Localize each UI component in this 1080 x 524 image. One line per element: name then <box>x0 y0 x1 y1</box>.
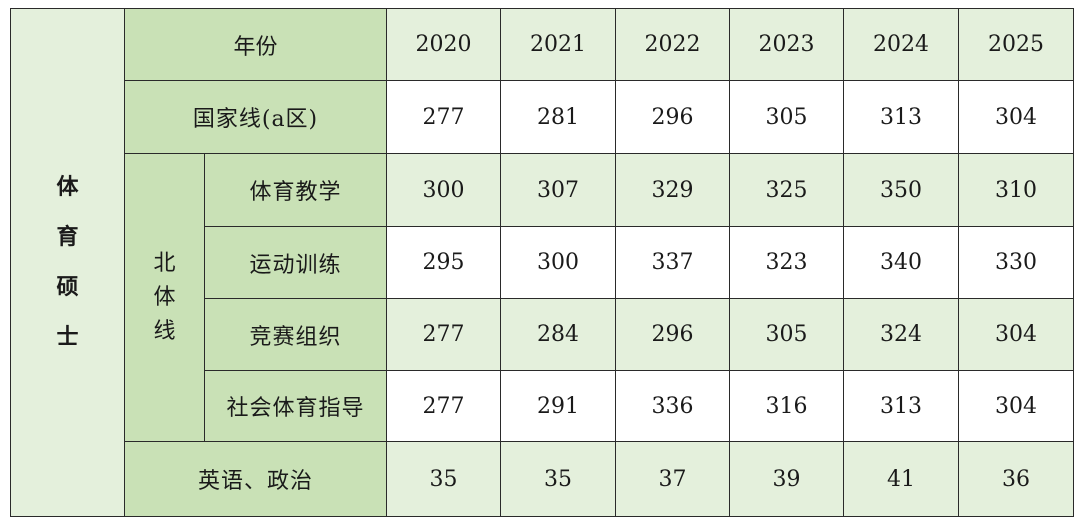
row-label: 竞赛组织 <box>203 298 388 371</box>
sidebar-char: 育 <box>56 224 79 250</box>
value-cell: 329 <box>615 153 731 227</box>
value-cell: 277 <box>386 80 502 154</box>
english-politics-row: 英语、政治 35 35 37 39 41 36 <box>11 441 1075 517</box>
value-cell: 277 <box>386 298 502 371</box>
bsu-char: 线 <box>153 318 176 344</box>
value-cell: 37 <box>615 441 731 517</box>
value-cell: 277 <box>386 370 502 442</box>
table-row: 北 体 线 体育教学 300 307 329 325 350 310 <box>11 153 1075 442</box>
value-cell: 324 <box>843 298 960 371</box>
value-cell: 340 <box>843 226 960 299</box>
year-header: 2020 <box>386 8 502 81</box>
row-label: 社会体育指导 <box>203 370 388 442</box>
score-table: 体 育 硕 士 年份 2020 2021 2022 2023 2024 2025… <box>10 8 1075 517</box>
year-header: 2021 <box>500 8 617 81</box>
value-cell: 39 <box>729 441 845 517</box>
value-cell: 325 <box>729 153 845 227</box>
year-header: 2022 <box>615 8 731 81</box>
english-politics-label: 英语、政治 <box>123 441 388 517</box>
row-label: 体育教学 <box>203 153 388 227</box>
value-cell: 296 <box>615 80 731 154</box>
value-cell: 295 <box>386 226 502 299</box>
value-cell: 304 <box>958 370 1075 442</box>
bsu-line-label: 北 体 线 <box>124 153 205 442</box>
value-cell: 313 <box>843 80 960 154</box>
value-cell: 300 <box>500 226 617 299</box>
bsu-char: 体 <box>153 284 176 310</box>
value-cell: 330 <box>958 226 1075 299</box>
value-cell: 291 <box>500 370 617 442</box>
national-line-row: 国家线(a区) 277 281 296 305 313 304 <box>11 80 1075 154</box>
value-cell: 304 <box>958 80 1075 154</box>
bsu-char: 北 <box>153 250 176 276</box>
sidebar-char: 体 <box>56 174 79 200</box>
value-cell: 305 <box>729 80 845 154</box>
value-cell: 296 <box>615 298 731 371</box>
year-header: 2023 <box>729 8 845 81</box>
table-row: 运动训练 295 300 337 323 340 330 <box>11 226 1075 299</box>
value-cell: 284 <box>500 298 617 371</box>
row-label: 运动训练 <box>203 226 388 299</box>
value-cell: 323 <box>729 226 845 299</box>
value-cell: 305 <box>729 298 845 371</box>
value-cell: 300 <box>386 153 502 227</box>
sidebar-char: 硕 <box>56 274 79 300</box>
value-cell: 35 <box>500 441 617 517</box>
sidebar-title: 体 育 硕 士 <box>10 8 125 517</box>
value-cell: 313 <box>843 370 960 442</box>
value-cell: 304 <box>958 298 1075 371</box>
year-header: 2024 <box>843 8 960 81</box>
value-cell: 310 <box>958 153 1075 227</box>
table-row: 竞赛组织 277 284 296 305 324 304 <box>11 298 1075 371</box>
value-cell: 35 <box>386 441 502 517</box>
sidebar-char: 士 <box>56 324 79 350</box>
value-cell: 36 <box>958 441 1075 517</box>
value-cell: 307 <box>500 153 617 227</box>
value-cell: 281 <box>500 80 617 154</box>
value-cell: 337 <box>615 226 731 299</box>
value-cell: 336 <box>615 370 731 442</box>
value-cell: 316 <box>729 370 845 442</box>
header-row: 体 育 硕 士 年份 2020 2021 2022 2023 2024 2025 <box>10 8 1075 517</box>
year-header-label: 年份 <box>123 8 388 81</box>
value-cell: 350 <box>843 153 960 227</box>
value-cell: 41 <box>843 441 960 517</box>
year-header: 2025 <box>958 8 1075 81</box>
national-line-label: 国家线(a区) <box>123 80 388 154</box>
